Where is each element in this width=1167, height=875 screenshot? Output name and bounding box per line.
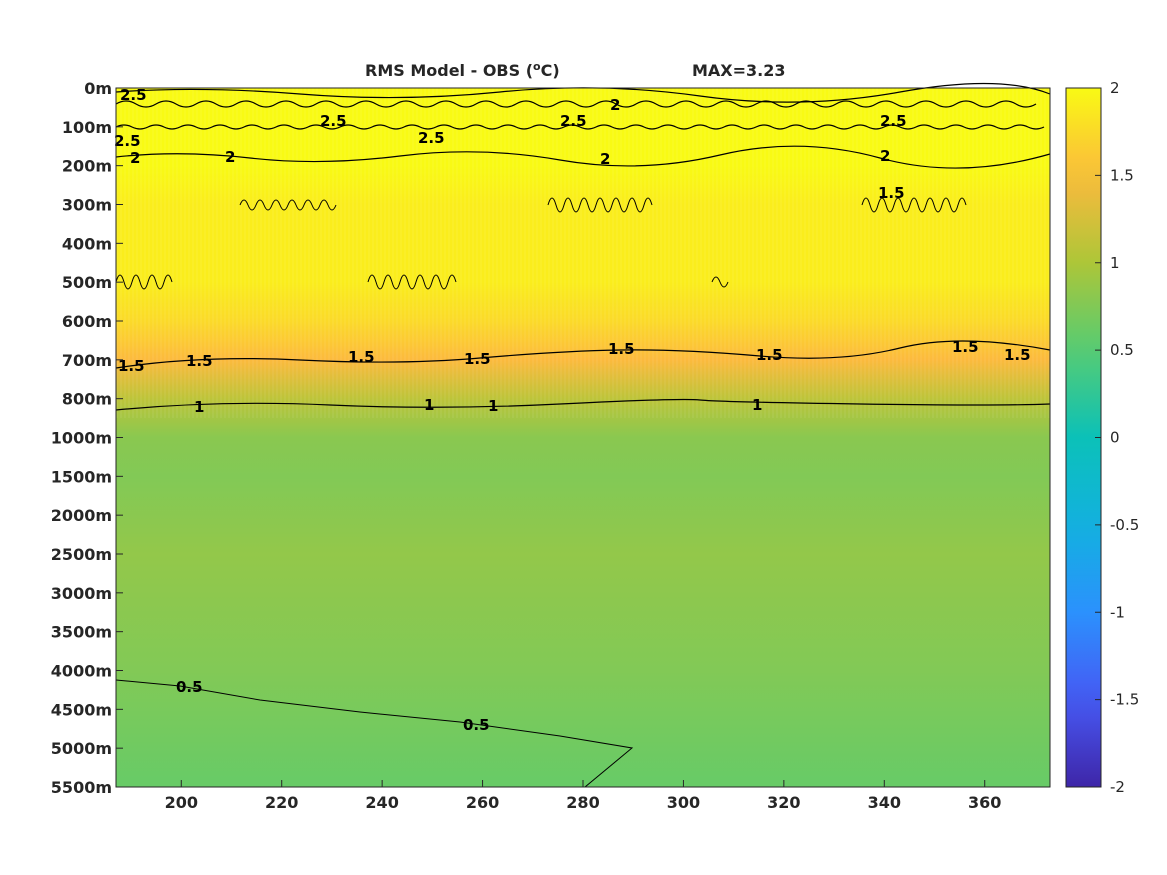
contour-label: 2.5 (320, 112, 347, 130)
contour-label: 1.5 (464, 350, 491, 368)
colorbar-tick-label: -1.5 (1110, 691, 1139, 709)
y-tick-label: 2000m (51, 506, 112, 525)
colorbar: 2 1.5 1 0.5 0 -0.5 -1 -1.5 -2 (1065, 79, 1139, 796)
y-tick-label: 5000m (51, 739, 112, 758)
colorbar-tick-label: -1 (1110, 603, 1125, 621)
x-tick-label: 240 (365, 793, 398, 812)
contour-line-1-5 (115, 340, 1051, 369)
contour-blob-300-c (861, 197, 967, 213)
contour-label: 1.5 (952, 338, 979, 356)
colorbar-tick-label: 0.5 (1110, 341, 1134, 359)
y-tick-label: 200m (62, 157, 112, 176)
y-tick-label: 700m (62, 351, 112, 370)
contour-line-1 (115, 398, 1051, 411)
contour-label: 2.5 (114, 132, 141, 150)
contour-label: 2 (600, 150, 610, 168)
contour-label: 1.5 (186, 352, 213, 370)
contour-lines (115, 82, 1051, 788)
y-tick-label: 100m (62, 118, 112, 137)
y-tick-label: 0m (84, 79, 112, 98)
colorbar-tick-label: -0.5 (1110, 516, 1139, 534)
contour-blob-500-b (367, 274, 457, 290)
contour-label: 1.5 (878, 184, 905, 202)
contour-label: 0.5 (176, 678, 203, 696)
contour-line-2-bottom (115, 145, 1051, 169)
field-texture (116, 88, 1050, 418)
y-tick-label: 3500m (51, 623, 112, 642)
contour-label: 1.5 (608, 340, 635, 358)
y-tick-label: 800m (62, 390, 112, 409)
contour-label: 2.5 (880, 112, 907, 130)
contour-labels: 2.5 2.5 2.5 2.5 2.5 2.5 2 2 2 2 2 1.5 1.… (114, 86, 1031, 734)
max-annotation: MAX=3.23 (692, 61, 786, 80)
colorbar-tick-label: -2 (1110, 778, 1125, 796)
contour-label: 2.5 (560, 112, 587, 130)
y-tick-label: 2500m (51, 545, 112, 564)
contour-label: 1 (488, 397, 498, 415)
contour-label: 1.5 (118, 357, 145, 375)
contour-blob-500-c (711, 276, 729, 288)
contour-label: 2 (880, 147, 890, 165)
plot-area: 2.5 2.5 2.5 2.5 2.5 2.5 2 2 2 2 2 1.5 1.… (114, 82, 1051, 788)
contour-label: 1 (194, 398, 204, 416)
contour-label: 2 (225, 148, 235, 166)
chart-title: RMS Model - OBS (oC) (365, 60, 560, 81)
colorbar-tick-label: 2 (1110, 79, 1120, 97)
contour-label: 2 (130, 149, 140, 167)
colorbar-tick-label: 1.5 (1110, 166, 1134, 184)
y-tick-label: 5500m (51, 778, 112, 797)
colorbar-tick-label: 1 (1110, 254, 1120, 272)
y-tick-label: 300m (62, 196, 112, 215)
contour-blob-300-a (239, 199, 337, 211)
x-tick-label: 200 (165, 793, 198, 812)
x-tick-label: 260 (466, 793, 499, 812)
y-axis: 0m 100m 200m 300m 400m 500m 600m 700m 800m 1000m 1… (51, 79, 123, 797)
contour-blob-300-b (547, 197, 653, 213)
contour-blob-500-a (115, 274, 173, 290)
x-tick-label: 340 (868, 793, 901, 812)
colorbar-tick-label: 0 (1110, 429, 1120, 447)
x-tick-label: 360 (968, 793, 1001, 812)
contour-label: 1.5 (756, 346, 783, 364)
x-tick-label: 280 (566, 793, 599, 812)
x-axis: 200 220 240 260 280 300 320 340 360 (165, 780, 1001, 812)
colorbar-ticks: 2 1.5 1 0.5 0 -0.5 -1 -1.5 -2 (1095, 79, 1139, 796)
contour-label: 1.5 (1004, 346, 1031, 364)
x-tick-label: 320 (767, 793, 800, 812)
y-tick-label: 500m (62, 273, 112, 292)
contour-line-0-5 (115, 679, 634, 788)
contour-line-2-5-b (115, 124, 1045, 130)
y-tick-label: 400m (62, 234, 112, 253)
y-tick-label: 3000m (51, 584, 112, 603)
contour-label: 0.5 (463, 716, 490, 734)
y-tick-label: 1000m (51, 429, 112, 448)
y-tick-label: 4500m (51, 700, 112, 719)
contour-label: 2 (610, 96, 620, 114)
contour-blobs (115, 197, 967, 290)
contour-label: 2.5 (120, 86, 147, 104)
y-tick-label: 600m (62, 312, 112, 331)
y-tick-label: 1500m (51, 467, 112, 486)
y-tick-label: 4000m (51, 662, 112, 681)
contour-line-2-5-a (115, 100, 1037, 108)
x-tick-label: 300 (667, 793, 700, 812)
contour-label: 1.5 (348, 348, 375, 366)
contour-label: 1 (424, 396, 434, 414)
contour-label: 2.5 (418, 129, 445, 147)
contour-label: 1 (752, 396, 762, 414)
x-tick-label: 220 (265, 793, 298, 812)
